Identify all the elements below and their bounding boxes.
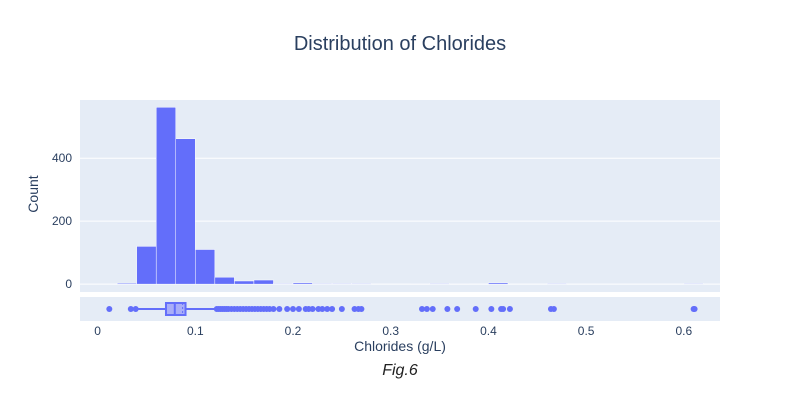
histogram-bar [195, 249, 216, 285]
outlier-point [418, 306, 425, 312]
outlier-point [550, 306, 557, 312]
histogram-bar [253, 279, 274, 285]
histogram-bar [155, 106, 177, 285]
x-tick-label: 0.2 [285, 324, 302, 338]
boxplot [134, 302, 215, 316]
outlier-point [132, 306, 139, 312]
y-tick-label: 0 [65, 277, 72, 291]
histogram-bar [351, 283, 372, 285]
figure-caption: Fig.6 [382, 362, 418, 379]
histogram-bar [488, 282, 509, 285]
outlier-point [127, 306, 134, 312]
outlier-point [429, 306, 436, 312]
histogram-bar [683, 283, 704, 285]
outlier-point [358, 306, 365, 312]
outlier-point [423, 306, 430, 312]
outlier-point [276, 306, 283, 312]
x-tick-label: 0.4 [480, 324, 497, 338]
x-tick-label: 0.6 [676, 324, 693, 338]
histogram-bar [410, 283, 431, 285]
outlier-point [506, 306, 513, 312]
histogram-bar [116, 282, 137, 285]
histogram-bar [546, 283, 567, 285]
outlier-point [290, 306, 297, 312]
x-tick-label: 0.5 [578, 324, 595, 338]
histogram-bar [234, 280, 255, 285]
x-axis-title: Chlorides (g/L) [354, 338, 446, 354]
y-axis-ticks: 0 200 400 [52, 151, 72, 291]
x-tick-label: 0.3 [382, 324, 399, 338]
outlier-point [338, 306, 345, 312]
x-axis-ticks: 0 0.1 0.2 0.3 0.4 0.5 0.6 [94, 324, 692, 338]
outlier-point [472, 306, 479, 312]
outlier-point [309, 306, 316, 312]
histogram-bar [273, 283, 294, 285]
outlier-point [295, 306, 302, 312]
y-tick-label: 200 [52, 214, 72, 228]
outlier-point [324, 306, 331, 312]
histogram-bar [136, 246, 157, 285]
outlier-point [691, 306, 698, 312]
outlier-point [454, 306, 461, 312]
histogram-bar [312, 283, 333, 285]
histogram-bar [331, 283, 352, 285]
outlier-point [500, 306, 507, 312]
histogram-bar [214, 276, 235, 285]
histogram-bar [175, 138, 196, 285]
x-tick-label: 0 [94, 324, 101, 338]
y-axis-title: Count [25, 175, 41, 212]
histogram-bar [429, 283, 450, 285]
outlier-point [106, 306, 113, 312]
histogram-bar [449, 283, 470, 285]
outlier-point [284, 306, 291, 312]
chart-title: Distribution of Chlorides [294, 33, 506, 55]
boxplot-outliers [106, 306, 698, 312]
outlier-point [488, 306, 495, 312]
outlier-point [270, 306, 277, 312]
histogram-bar [292, 282, 313, 285]
histogram-bars [116, 106, 704, 285]
outlier-point [329, 306, 336, 312]
y-tick-label: 400 [52, 151, 72, 165]
outlier-point [319, 306, 326, 312]
x-tick-label: 0.1 [187, 324, 204, 338]
outlier-point [444, 306, 451, 312]
